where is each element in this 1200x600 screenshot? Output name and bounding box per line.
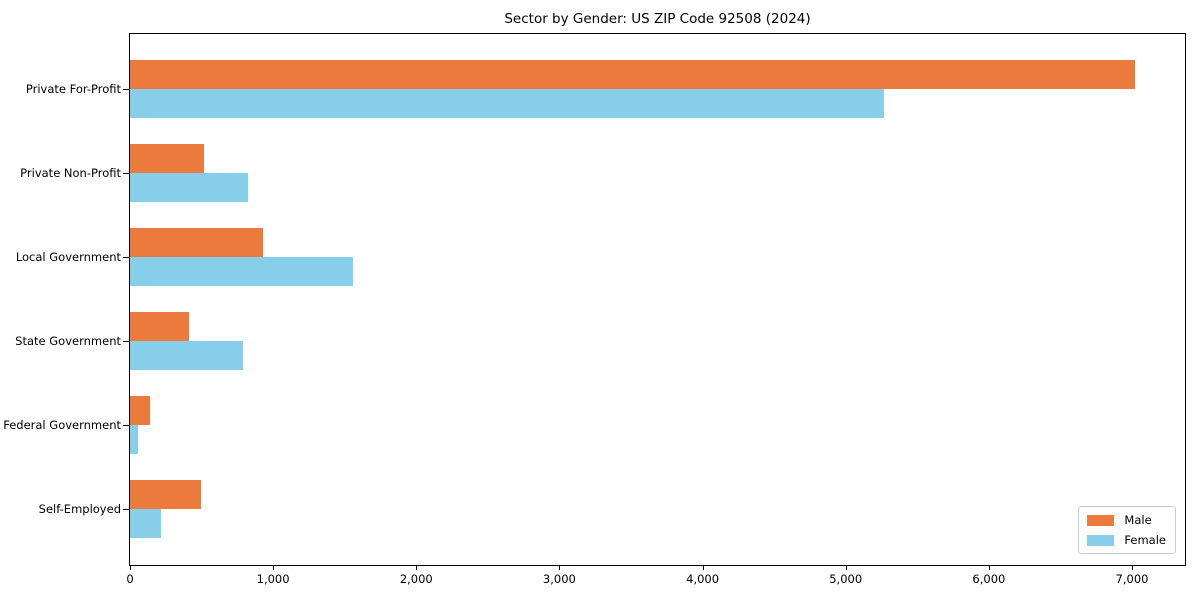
legend: Male Female [1078, 506, 1176, 554]
legend-label-male: Male [1124, 513, 1152, 527]
bar-male-local-government [130, 228, 264, 257]
x-tick-label: 2,000 [399, 572, 433, 586]
y-tick-mark [123, 341, 129, 342]
bar-female-federal-government [130, 425, 138, 454]
legend-item-female: Female [1087, 533, 1166, 547]
bar-female-state-government [130, 341, 244, 370]
x-tick-mark [702, 565, 704, 570]
x-tick-label: 0 [126, 572, 134, 586]
male-color-swatch [1087, 514, 1115, 526]
y-tick-label: Private For-Profit [25, 82, 121, 96]
bar-male-state-government [130, 312, 189, 341]
bar-male-private-non-profit [130, 144, 204, 173]
y-tick-label: Private Non-Profit [20, 166, 121, 180]
x-tick-label: 6,000 [972, 572, 1006, 586]
y-tick-label: Federal Government [3, 418, 121, 432]
x-tick-label: 3,000 [542, 572, 576, 586]
bar-female-private-non-profit [130, 173, 249, 202]
y-tick-label: Local Government [15, 250, 121, 264]
x-tick-mark [559, 565, 561, 570]
legend-label-female: Female [1124, 533, 1166, 547]
x-tick-mark [988, 565, 990, 570]
y-tick-mark [123, 89, 129, 90]
bar-female-private-for-profit [130, 89, 885, 118]
x-tick-mark [130, 565, 131, 570]
bar-female-self-employed [130, 509, 161, 538]
x-tick-mark [273, 565, 275, 570]
bar-male-self-employed [130, 480, 201, 509]
bar-male-federal-government [130, 396, 150, 425]
x-tick-mark [845, 565, 847, 570]
bar-female-local-government [130, 257, 354, 286]
y-tick-label: Self-Employed [38, 502, 121, 516]
x-tick-label: 5,000 [829, 572, 863, 586]
female-color-swatch [1087, 534, 1115, 546]
y-tick-mark [123, 509, 129, 510]
x-tick-label: 7,000 [1115, 572, 1149, 586]
y-tick-label: State Government [15, 334, 121, 348]
x-tick-label: 1,000 [256, 572, 290, 586]
x-tick-label: 4,000 [686, 572, 720, 586]
bar-male-private-for-profit [130, 60, 1135, 89]
chart-title: Sector by Gender: US ZIP Code 92508 (202… [504, 11, 811, 27]
x-tick-mark [1132, 565, 1133, 570]
y-tick-mark [123, 425, 129, 426]
y-tick-mark [123, 173, 129, 174]
plot-area: Male Female [129, 33, 1186, 566]
x-tick-mark [416, 565, 418, 570]
y-tick-mark [123, 257, 129, 258]
legend-item-male: Male [1087, 513, 1166, 527]
